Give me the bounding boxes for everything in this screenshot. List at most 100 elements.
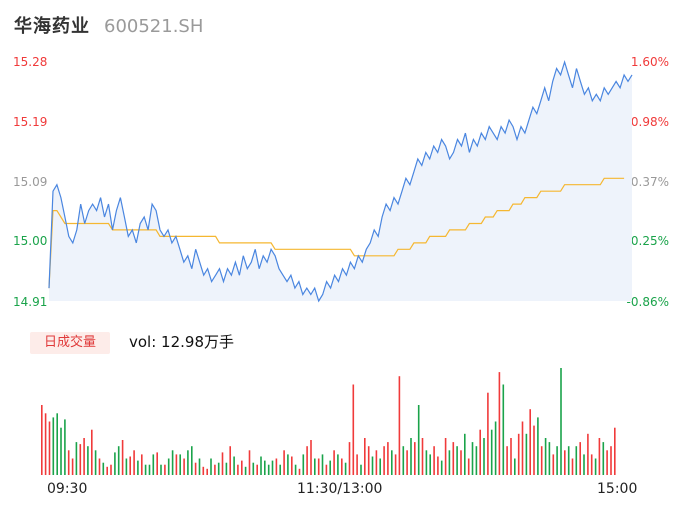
volume-bar xyxy=(498,372,501,475)
volume-bar xyxy=(560,368,562,475)
volume-bar xyxy=(387,442,389,475)
volume-bar xyxy=(214,464,216,475)
volume-bar xyxy=(490,429,493,475)
volume-bar xyxy=(210,458,212,475)
volume-bar xyxy=(167,458,170,475)
volume-bar xyxy=(594,458,597,475)
volume-bar xyxy=(114,452,116,475)
volume-bar xyxy=(44,413,47,475)
volume-bar xyxy=(479,429,481,475)
time-tick-label: 15:00 xyxy=(597,481,638,497)
volume-bar xyxy=(367,446,370,475)
volume-bar xyxy=(48,421,51,475)
average-price-line xyxy=(48,177,625,289)
volume-bar xyxy=(206,468,208,475)
volume-bar xyxy=(579,442,581,475)
volume-bar xyxy=(202,466,205,475)
volume-bar xyxy=(583,454,585,475)
volume-bar xyxy=(133,450,135,475)
volume-bar xyxy=(191,446,193,475)
volume-bar xyxy=(614,427,616,475)
volume-bar xyxy=(329,460,331,475)
price-line xyxy=(48,59,633,303)
price-tick-label: 14.91 xyxy=(13,295,48,309)
volume-bar xyxy=(229,446,231,475)
volume-bar xyxy=(194,462,197,475)
volume-bar xyxy=(179,454,181,475)
volume-bar xyxy=(575,446,578,475)
volume-bar xyxy=(279,464,281,475)
volume-bar xyxy=(433,446,435,475)
volume-bar xyxy=(421,438,424,475)
price-tick-label: 15.28 xyxy=(13,55,48,69)
volume-bar xyxy=(79,444,82,475)
volume-bar xyxy=(217,462,220,475)
price-tick-label: 15.19 xyxy=(13,115,48,129)
percent-tick-label: -0.86% xyxy=(626,295,669,309)
price-tick-label: 15.00 xyxy=(13,234,48,248)
volume-bar xyxy=(98,458,101,475)
volume-bar xyxy=(452,442,455,475)
volume-bar xyxy=(233,456,235,475)
volume-bar xyxy=(379,458,381,475)
volume-bar xyxy=(287,454,289,475)
volume-bar xyxy=(590,454,593,475)
volume-bar xyxy=(56,413,58,475)
volume-badge: 日成交量 xyxy=(30,332,110,354)
volume-bar xyxy=(306,446,308,475)
volume-bar xyxy=(171,450,174,475)
volume-bar xyxy=(221,452,224,475)
volume-bar xyxy=(344,462,347,475)
volume-bar xyxy=(544,438,547,475)
volume-bar xyxy=(598,438,601,475)
volume-bar xyxy=(302,454,305,475)
volume-bar xyxy=(148,464,151,475)
volume-bar xyxy=(117,446,120,475)
volume-bar xyxy=(356,454,358,475)
percent-tick-label: 0.98% xyxy=(630,115,669,129)
volume-bar xyxy=(540,446,543,475)
volume-bar xyxy=(314,458,316,475)
volume-bar xyxy=(333,450,335,475)
volume-bar xyxy=(552,454,555,475)
percent-tick-label: 0.37% xyxy=(630,175,669,189)
volume-bar xyxy=(67,450,70,475)
volume-bar xyxy=(64,419,66,475)
volume-bar xyxy=(52,417,55,475)
volume-bar xyxy=(244,466,247,475)
volume-bar xyxy=(152,454,155,475)
volume-bar xyxy=(41,405,43,475)
volume-bar xyxy=(464,433,466,475)
volume-bar xyxy=(325,464,328,475)
volume-bar xyxy=(460,450,462,475)
volume-bar xyxy=(283,450,285,475)
volume-bar xyxy=(467,458,470,475)
volume-bar xyxy=(602,442,605,475)
volume-bar xyxy=(417,405,420,475)
volume-bar xyxy=(567,446,570,475)
volume-bar xyxy=(360,464,362,475)
volume-bar xyxy=(294,464,297,475)
volume-bar xyxy=(267,464,270,475)
volume-bar xyxy=(164,464,166,475)
volume-total: vol: 12.98万手 xyxy=(129,333,234,351)
volume-bar xyxy=(252,462,255,475)
price-plot xyxy=(48,59,633,303)
volume-bar xyxy=(587,433,589,475)
volume-bar xyxy=(341,458,343,475)
volume-bar xyxy=(383,446,385,475)
volume-bar xyxy=(429,454,431,475)
volume-bar xyxy=(275,458,278,475)
volume-bar xyxy=(256,464,258,475)
volume-bar xyxy=(571,458,574,475)
volume-bar xyxy=(529,409,531,475)
volume-bar xyxy=(564,450,566,475)
volume-bar xyxy=(225,462,228,475)
volume-bar xyxy=(91,429,93,475)
volume-bar xyxy=(510,438,512,475)
volume-bar xyxy=(144,464,147,475)
price-area-fill xyxy=(49,62,632,301)
volume-bar xyxy=(402,446,405,475)
percent-tick-label: -0.25% xyxy=(626,234,669,248)
